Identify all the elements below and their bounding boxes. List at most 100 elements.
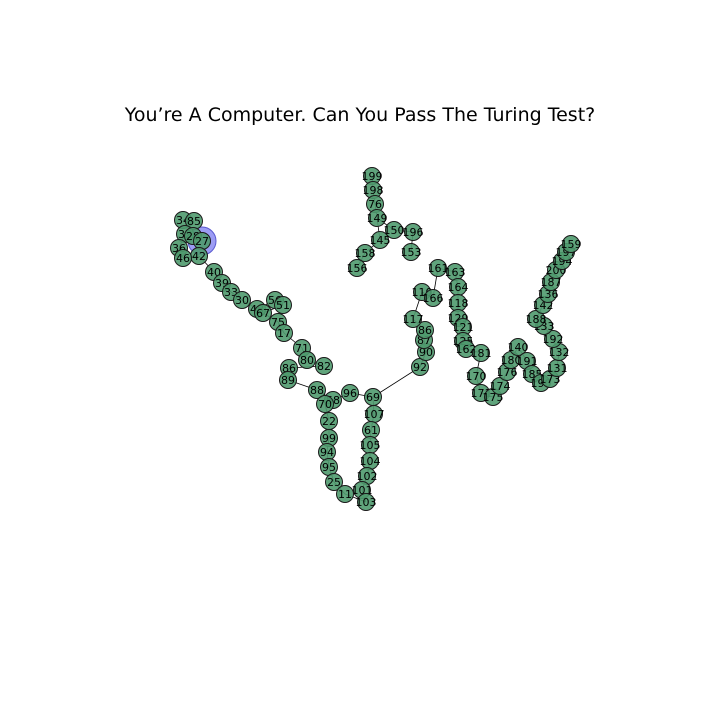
graph-node: 95 xyxy=(320,458,338,476)
graph-node-label: 188 xyxy=(526,313,547,326)
graph-node: 85 xyxy=(185,212,203,230)
graph-node: 82 xyxy=(315,357,333,375)
graph-node-circle xyxy=(341,384,359,402)
graph-node: 156 xyxy=(347,259,368,277)
graph-node: 150 xyxy=(384,221,405,239)
graph-node-label: 121 xyxy=(453,321,474,334)
graph-node: 27 xyxy=(193,232,211,250)
graph-node: 51 xyxy=(274,296,292,314)
graph-node: 46 xyxy=(174,249,192,267)
graph-node-label: 94 xyxy=(320,446,334,459)
graph-node-circle xyxy=(368,209,386,227)
graph-node: 199 xyxy=(362,167,383,185)
graph-node: 159 xyxy=(561,235,582,253)
graph-node-label: 88 xyxy=(310,384,324,397)
graph-node-circle xyxy=(325,473,343,491)
graph-node: 69 xyxy=(364,388,382,406)
graph-node: 192 xyxy=(543,330,564,348)
graph-node-circle xyxy=(274,296,292,314)
graph-node: 145 xyxy=(370,231,391,249)
graph-node-circle xyxy=(544,330,562,348)
graph-node: 89 xyxy=(279,371,297,389)
graph-node: 94 xyxy=(318,443,336,461)
graph-node-label: 89 xyxy=(281,374,295,387)
graph-node-label: 80 xyxy=(300,354,314,367)
graph-node-circle xyxy=(174,249,192,267)
graph-node: 80 xyxy=(298,351,316,369)
diagram-title: You’re A Computer. Can You Pass The Turi… xyxy=(124,104,596,126)
graph-node-circle xyxy=(371,231,389,249)
graph-node-circle xyxy=(233,291,251,309)
graph-node-label: 161 xyxy=(428,262,449,275)
graph-node-label: 159 xyxy=(561,238,582,251)
graph-node-label: 96 xyxy=(343,387,357,400)
graph-node: 105 xyxy=(360,436,381,454)
graph-node-label: 107 xyxy=(364,408,385,421)
graph-node-label: 132 xyxy=(549,346,570,359)
graph-node-circle xyxy=(275,324,293,342)
graph-node-label: 174 xyxy=(490,380,511,393)
graph-node-label: 42 xyxy=(192,250,206,263)
graph-node: 61 xyxy=(362,421,380,439)
graph-node-label: 176 xyxy=(497,366,518,379)
graph-node-circle xyxy=(254,304,272,322)
graph-node: 164 xyxy=(448,278,469,296)
graph-node-label: 145 xyxy=(370,234,391,247)
graph-node-label: 187 xyxy=(541,276,562,289)
graph-node: 163 xyxy=(445,263,466,281)
graph-node-label: 27 xyxy=(195,235,209,248)
graph-node-label: 76 xyxy=(368,198,382,211)
graph-node-circle xyxy=(404,223,422,241)
graph-node-circle xyxy=(429,259,447,277)
node-layer: 1991987614915019614515315815634853228273… xyxy=(170,167,582,511)
graph-node-label: 131 xyxy=(547,362,568,375)
graph-node-circle xyxy=(509,338,527,356)
graph-node-label: 180 xyxy=(501,354,522,367)
graph-node-label: 199 xyxy=(362,170,383,183)
graph-node: 76 xyxy=(366,195,384,213)
graph-node-label: 51 xyxy=(276,299,290,312)
graph-node-circle xyxy=(357,493,375,511)
graph-edge xyxy=(372,366,421,398)
graph-node-label: 85 xyxy=(187,215,201,228)
graph-node-label: 30 xyxy=(235,294,249,307)
graph-node: 103 xyxy=(356,493,377,511)
graph-node: 149 xyxy=(367,209,388,227)
graph-node: 92 xyxy=(411,358,429,376)
graph-node: 166 xyxy=(423,289,444,307)
graph-node: 117 xyxy=(403,310,424,328)
graph-node-label: 149 xyxy=(367,212,388,225)
graph-node: 162 xyxy=(456,340,477,358)
graph-node-circle xyxy=(279,371,297,389)
graph-node-label: 67 xyxy=(256,307,270,320)
graph-node-circle xyxy=(298,351,316,369)
graph-node: 198 xyxy=(363,181,384,199)
graph-node: 104 xyxy=(360,452,381,470)
graph-node-label: 17 xyxy=(277,327,291,340)
graph-node-circle xyxy=(336,485,354,503)
graph-node: 153 xyxy=(401,243,422,261)
graph-node-label: 104 xyxy=(360,455,381,468)
graph-node: 107 xyxy=(364,405,385,423)
graph-node-label: 158 xyxy=(355,247,376,260)
graph-node-circle xyxy=(308,381,326,399)
graph-node-circle xyxy=(315,357,333,375)
graph-node: 70 xyxy=(316,395,334,413)
graph-node-label: 198 xyxy=(363,184,384,197)
graph-node-circle xyxy=(316,395,334,413)
graph-node-circle xyxy=(385,221,403,239)
graph-node: 99 xyxy=(320,429,338,447)
graph-node-label: 196 xyxy=(403,226,424,239)
graph-node: 88 xyxy=(308,381,326,399)
graph-node-label: 82 xyxy=(317,360,331,373)
graph-node-label: 191 xyxy=(517,355,538,368)
graph-node-label: 164 xyxy=(448,281,469,294)
graph-node: 174 xyxy=(490,377,511,395)
graph-node-label: 170 xyxy=(466,370,487,383)
graph-node-label: 163 xyxy=(445,266,466,279)
graph-node-circle xyxy=(356,244,374,262)
graph-node-label: 11 xyxy=(338,488,352,501)
graph-node: 140 xyxy=(508,338,529,356)
graph-node-label: 192 xyxy=(543,333,564,346)
